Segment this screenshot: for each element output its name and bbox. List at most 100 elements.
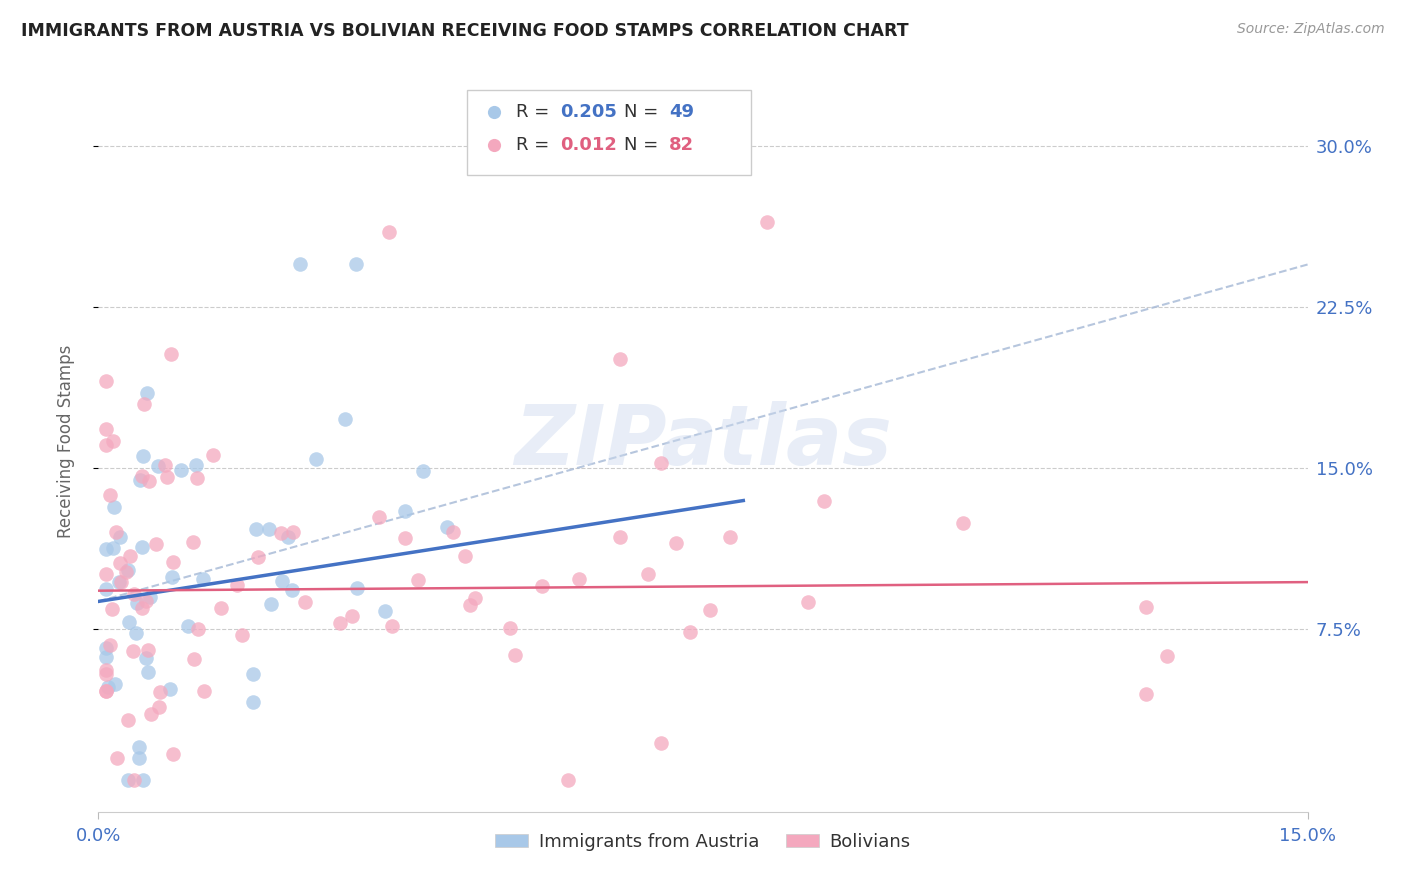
Point: [245, 522, 267, 536]
Point: [952, 516, 974, 530]
Point: [101, 601, 124, 615]
Point: [796, 595, 818, 609]
Point: [699, 603, 721, 617]
Point: [124, 626, 146, 640]
Point: [1156, 649, 1178, 664]
Point: [149, 685, 172, 699]
Point: [103, 500, 125, 514]
Point: [1135, 687, 1157, 701]
Point: [242, 667, 264, 681]
Point: [117, 772, 139, 787]
Point: [503, 648, 526, 663]
Point: [305, 451, 328, 466]
Point: [679, 624, 702, 639]
Point: [718, 530, 741, 544]
Point: [557, 772, 579, 787]
Point: [160, 347, 183, 361]
Point: [105, 524, 128, 539]
Point: [148, 700, 170, 714]
Point: [117, 563, 139, 577]
Point: [118, 549, 141, 563]
Text: ZIPatlas: ZIPatlas: [515, 401, 891, 482]
Point: [107, 575, 129, 590]
Text: 82: 82: [669, 136, 695, 154]
Point: [96, 667, 118, 681]
Point: [146, 459, 169, 474]
Point: [160, 570, 183, 584]
Point: [202, 448, 225, 462]
Point: [609, 351, 631, 366]
Point: [115, 565, 138, 579]
Text: R =: R =: [516, 103, 554, 121]
Point: [135, 651, 157, 665]
Point: [132, 396, 155, 410]
Point: [132, 449, 155, 463]
Point: [436, 519, 458, 533]
Point: [281, 582, 304, 597]
Point: [246, 549, 269, 564]
Point: [499, 621, 522, 635]
Point: [103, 541, 125, 556]
Point: [193, 684, 215, 698]
Point: [96, 664, 118, 678]
Point: [329, 615, 352, 630]
Text: 0.205: 0.205: [561, 103, 617, 121]
Point: [756, 214, 779, 228]
Point: [136, 665, 159, 679]
Point: [637, 566, 659, 581]
Point: [260, 597, 283, 611]
Point: [96, 422, 118, 436]
Point: [568, 572, 591, 586]
Point: [186, 471, 208, 485]
Point: [135, 593, 157, 607]
Point: [135, 386, 157, 401]
Text: Source: ZipAtlas.com: Source: ZipAtlas.com: [1237, 22, 1385, 37]
Point: [122, 772, 145, 787]
Y-axis label: Receiving Food Stamps: Receiving Food Stamps: [56, 345, 75, 538]
Point: [138, 642, 160, 657]
Point: [107, 751, 129, 765]
Point: [181, 534, 204, 549]
Point: [454, 549, 477, 563]
Point: [460, 598, 482, 612]
Text: IMMIGRANTS FROM AUSTRIA VS BOLIVIAN RECEIVING FOOD STAMPS CORRELATION CHART: IMMIGRANTS FROM AUSTRIA VS BOLIVIAN RECE…: [21, 22, 908, 40]
Point: [394, 531, 416, 545]
Point: [162, 556, 184, 570]
Point: [381, 618, 404, 632]
Point: [530, 579, 553, 593]
Point: [271, 574, 294, 588]
Text: N =: N =: [624, 103, 665, 121]
Point: [155, 458, 177, 472]
Point: [131, 541, 153, 555]
Point: [128, 751, 150, 765]
Point: [98, 488, 121, 502]
Point: [209, 601, 232, 615]
Point: [377, 225, 399, 239]
Point: [441, 524, 464, 539]
Point: [294, 594, 316, 608]
Point: [110, 575, 132, 590]
Point: [96, 438, 118, 452]
Point: [650, 457, 672, 471]
Point: [131, 469, 153, 483]
Point: [333, 411, 356, 425]
Point: [162, 747, 184, 761]
Text: R =: R =: [516, 136, 554, 154]
Point: [184, 458, 207, 472]
Point: [665, 536, 688, 550]
Point: [464, 591, 486, 605]
Point: [177, 618, 200, 632]
Point: [104, 676, 127, 690]
Point: [225, 578, 247, 592]
Text: 49: 49: [669, 103, 695, 121]
Point: [110, 530, 132, 544]
Point: [96, 641, 118, 656]
Text: N =: N =: [624, 136, 665, 154]
Point: [257, 522, 280, 536]
Point: [96, 582, 118, 597]
Point: [117, 713, 139, 727]
Point: [138, 590, 160, 604]
Point: [108, 556, 131, 570]
Point: [408, 573, 430, 587]
Point: [183, 652, 205, 666]
